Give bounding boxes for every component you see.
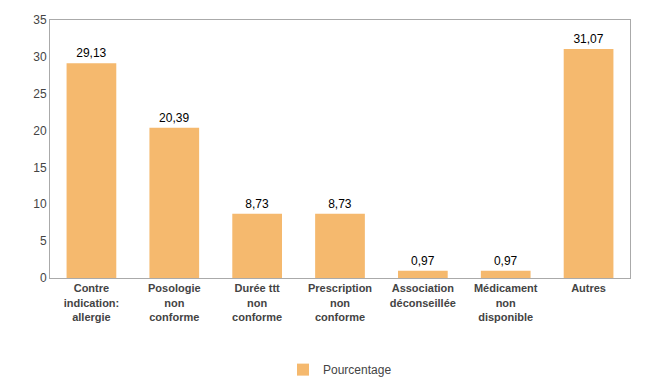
svg-text:30: 30 (33, 50, 47, 64)
svg-text:15: 15 (33, 161, 47, 175)
svg-text:8,73: 8,73 (245, 197, 269, 211)
svg-text:Durée tttnonconforme: Durée tttnonconforme (232, 282, 282, 323)
svg-text:10: 10 (33, 197, 47, 211)
svg-text:0,97: 0,97 (494, 254, 518, 268)
svg-text:35: 35 (33, 13, 47, 27)
svg-text:Contreindication:allergie: Contreindication:allergie (64, 282, 120, 323)
svg-text:0: 0 (40, 271, 47, 285)
svg-text:0,97: 0,97 (411, 254, 435, 268)
svg-text:Autres: Autres (571, 282, 606, 294)
svg-text:8,73: 8,73 (328, 197, 352, 211)
svg-text:31,07: 31,07 (573, 32, 603, 46)
svg-text:20,39: 20,39 (159, 111, 189, 125)
svg-text:Pourcentage: Pourcentage (323, 363, 391, 377)
svg-text:29,13: 29,13 (76, 46, 106, 60)
svg-text:Associationdéconseillée: Associationdéconseillée (390, 282, 456, 308)
svg-text:25: 25 (33, 87, 47, 101)
svg-text:Prescriptionnonconforme: Prescriptionnonconforme (308, 282, 372, 323)
svg-text:Médicamentnondisponible: Médicamentnondisponible (474, 282, 538, 323)
svg-text:Posologienonconforme: Posologienonconforme (148, 282, 201, 323)
svg-text:5: 5 (40, 234, 47, 248)
svg-text:20: 20 (33, 124, 47, 138)
